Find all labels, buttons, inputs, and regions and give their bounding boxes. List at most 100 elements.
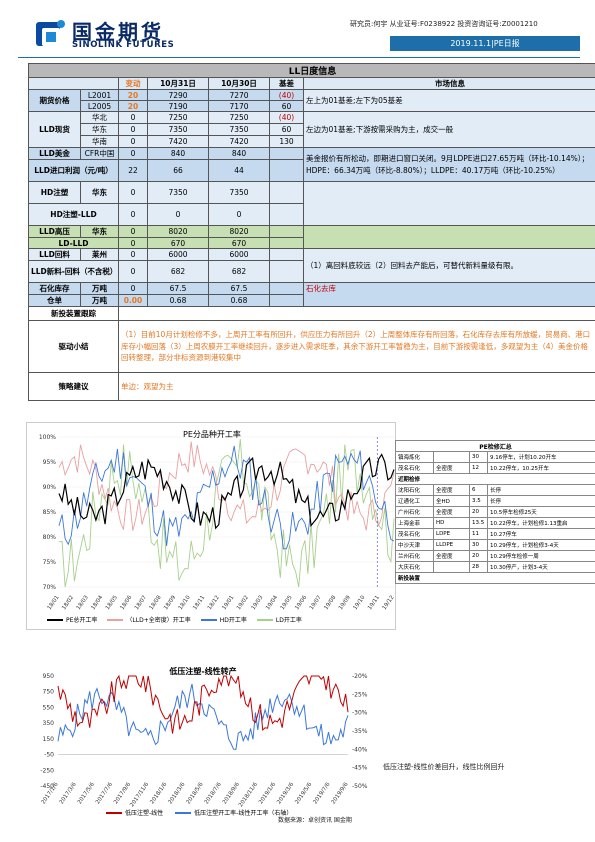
x-tick-label: 18/10 — [178, 594, 192, 611]
x-tick-label: 19/02 — [236, 595, 250, 611]
table-row: 辽通化工 全HD 3.5 长停 — [395, 495, 595, 507]
series-line — [58, 438, 395, 588]
x-tick-label: 18/08 — [149, 594, 163, 611]
chart1-legend: PE总开工率 （LLD+全密度）开工率 HD开工率 LD开工率 — [47, 615, 302, 624]
series-line — [57, 683, 349, 750]
y-tick-label: 350 — [43, 720, 55, 727]
hd-injection-vs-linear-chart: 低压注塑-线性转产 950 750 550 350 150 -50 -250 -450 -20%… — [26, 662, 380, 822]
table-row: 上海金菲 HD 13.5 10.22停车，计划检修1.13重启 — [395, 517, 595, 529]
x-tick-label: 2017/5/6 — [77, 781, 96, 805]
chart2-legend: 低压注塑-线性 低压注塑开工率-线性开工率（右轴） — [106, 808, 292, 817]
spot-note: 左边为01基差;下游按需采购为主，成交一般 — [302, 111, 595, 148]
table-row: LLD现货 华北 0 7250 7250 (40) 左边为01基差;下游按需采购… — [28, 111, 595, 148]
x-tick-label: 18/07 — [134, 594, 148, 611]
x-tick-label: 18/03 — [76, 594, 90, 611]
y-tick-label: -50 — [44, 752, 54, 759]
x-tick-label: 19/12 — [382, 595, 396, 611]
col-d2: 10月30日 — [208, 77, 270, 90]
x-tick-label: 19/04 — [265, 594, 279, 611]
table-row: 广州石化 全密度 20 10.5停车检修25天 — [395, 506, 595, 518]
table-row: 石化库存 万吨 0 67.5 67.5 石化去库 — [28, 282, 595, 307]
logo-en-text: SINOLINK FUTURES — [72, 40, 175, 50]
table-row: 兰州石化 全密度 20 10.29停车检修一周 — [395, 550, 595, 562]
x-tick-label: 2019/5/6 — [294, 781, 313, 805]
y-tick-label: -450 — [40, 783, 54, 790]
y-tick-label: 100% — [39, 434, 56, 441]
legend-item: 低压注塑开工率-线性开工率（右轴） — [175, 808, 292, 817]
legend-item: 低压注塑-线性 — [106, 808, 163, 817]
series-line — [57, 674, 349, 734]
x-tick-label: 2018/9/6 — [222, 781, 241, 805]
table-row: LLD回料 莱州 0 6000 6000 （1）离回料底较远（2）回料去产能后，… — [28, 248, 595, 283]
series-line — [58, 445, 395, 550]
chart1-title: PE分品种开工率 — [183, 430, 241, 439]
table-row: HD注塑 华东 0 7350 7350 — [28, 181, 595, 226]
legend-item: PE总开工率 — [47, 615, 97, 624]
ll-daily-table: LL日度信息 变动 10月31日 10月30日 基差 市场信息 期货价格 L20… — [27, 63, 595, 401]
table-row: 中沙天津 LLDPE 30 10.29停车，计划检修3-4天 — [395, 539, 595, 551]
x-tick-label: 18/01 — [47, 595, 61, 611]
x-tick-label: 2019/7/6 — [312, 781, 331, 805]
table-row: 新投装置跟踪 — [28, 306, 595, 321]
table-row: 茂名石化 全密度 12 10.22停车，10.25开车 — [395, 462, 595, 474]
legend-item: LD开工率 — [256, 615, 302, 624]
stock-note: 石化去库 — [302, 282, 595, 307]
x-tick-label: 18/06 — [119, 594, 133, 611]
table-title: LL日度信息 — [27, 63, 595, 78]
x-tick-label: 19/06 — [294, 594, 308, 611]
y-tick-label: 950 — [43, 673, 55, 680]
series-line — [58, 441, 395, 531]
y-tick-label: 75% — [43, 559, 57, 566]
analyst-info: 研究员:何宇 从业证号:F0238922 投资咨询证号:Z0001210 — [350, 20, 538, 28]
col-basis: 基差 — [269, 77, 304, 90]
table-header-row: 变动 10月31日 10月30日 基差 市场信息 — [28, 77, 595, 90]
x-tick-label: 2017/7/6 — [95, 781, 114, 805]
y-tick-label: -250 — [40, 767, 54, 774]
x-tick-label: 19/08 — [323, 594, 337, 611]
col-market: 市场信息 — [302, 77, 595, 90]
usd-note: 美金报价有所松动，即期进口窗口关闭。9月LDPE进口27.65万吨（环比-10.… — [302, 147, 595, 182]
x-tick-label: 18/04 — [90, 594, 104, 611]
y-tick-label: 95% — [43, 459, 57, 466]
col-change: 变动 — [118, 77, 148, 90]
report-date-bar: 2019.11.1|PE日报 — [390, 36, 580, 51]
series-line — [58, 453, 395, 530]
x-tick-label: 19/11 — [367, 595, 381, 611]
x-tick-label: 2018/11/6 — [238, 781, 259, 807]
logo-cn-text: 国金期货 — [72, 20, 164, 44]
y-tick-label: 90% — [43, 484, 57, 491]
table-row: 沈阳石化 全密度 6 长停 — [395, 484, 595, 496]
x-tick-label: 2018/7/6 — [204, 781, 223, 805]
y2-tick-label: -35% — [352, 728, 368, 735]
y2-tick-label: -20% — [352, 673, 368, 680]
drive-summary: （1）目前10月计划检修不多，上周开工率有所回升，供应压力有所回升（2）上周整体… — [117, 320, 595, 373]
x-tick-label: 18/11 — [192, 595, 206, 611]
legend-item: HD开工率 — [200, 615, 247, 624]
y2-tick-label: -25% — [352, 691, 368, 698]
y2-tick-label: -40% — [352, 746, 368, 753]
table-row: 大庆石化 28 10.30停产，计划3-4天 — [395, 561, 595, 573]
x-tick-label: 2019/3/6 — [276, 781, 295, 805]
table-row: 茂名石化 LDPE 11 10.27停车 — [395, 528, 595, 540]
pe-maintenance-table: PE检修汇总 镇海炼化 30 9.16停车，计划10.20开车 茂名石化 全密度 12 1… — [395, 440, 595, 584]
x-tick-label: 19/10 — [352, 594, 366, 611]
y-tick-label: 750 — [43, 689, 55, 696]
y2-tick-label: -30% — [352, 710, 368, 717]
x-tick-label: 18/05 — [105, 594, 119, 611]
strategy-text: 单边：观望为主 — [117, 372, 595, 401]
chart1-plot: 100%95%90%85%80%75%70%18/01 18/02 18/03 18/… — [39, 434, 396, 611]
y-tick-label: 80% — [43, 534, 57, 541]
chart2-plot: 950 750 550 350 150 -50 -250 -450 -20% -25% -30% -3… — [40, 673, 368, 808]
table-row: 镇海炼化 30 9.16停车，计划10.20开车 — [395, 451, 595, 463]
y-tick-label: 550 — [43, 704, 55, 711]
col-d1: 10月31日 — [147, 77, 209, 90]
header-divider — [18, 57, 580, 58]
x-tick-label: 18/09 — [163, 594, 177, 611]
x-tick-label: 2017/9/6 — [113, 781, 132, 805]
x-tick-label: 18/02 — [61, 595, 75, 611]
x-tick-label: 2017/11/6 — [129, 781, 150, 807]
table-row: LLD高压 华东 0 8020 8020 — [28, 225, 595, 249]
table-row: 期货价格 L2001 20 7290 7270 (40) 左上为01基差;左下为… — [28, 89, 595, 112]
data-source: 数据来源：卓创资讯 国金期 — [278, 817, 352, 824]
strategy-row: 策略建议 单边：观望为主 — [28, 372, 595, 401]
